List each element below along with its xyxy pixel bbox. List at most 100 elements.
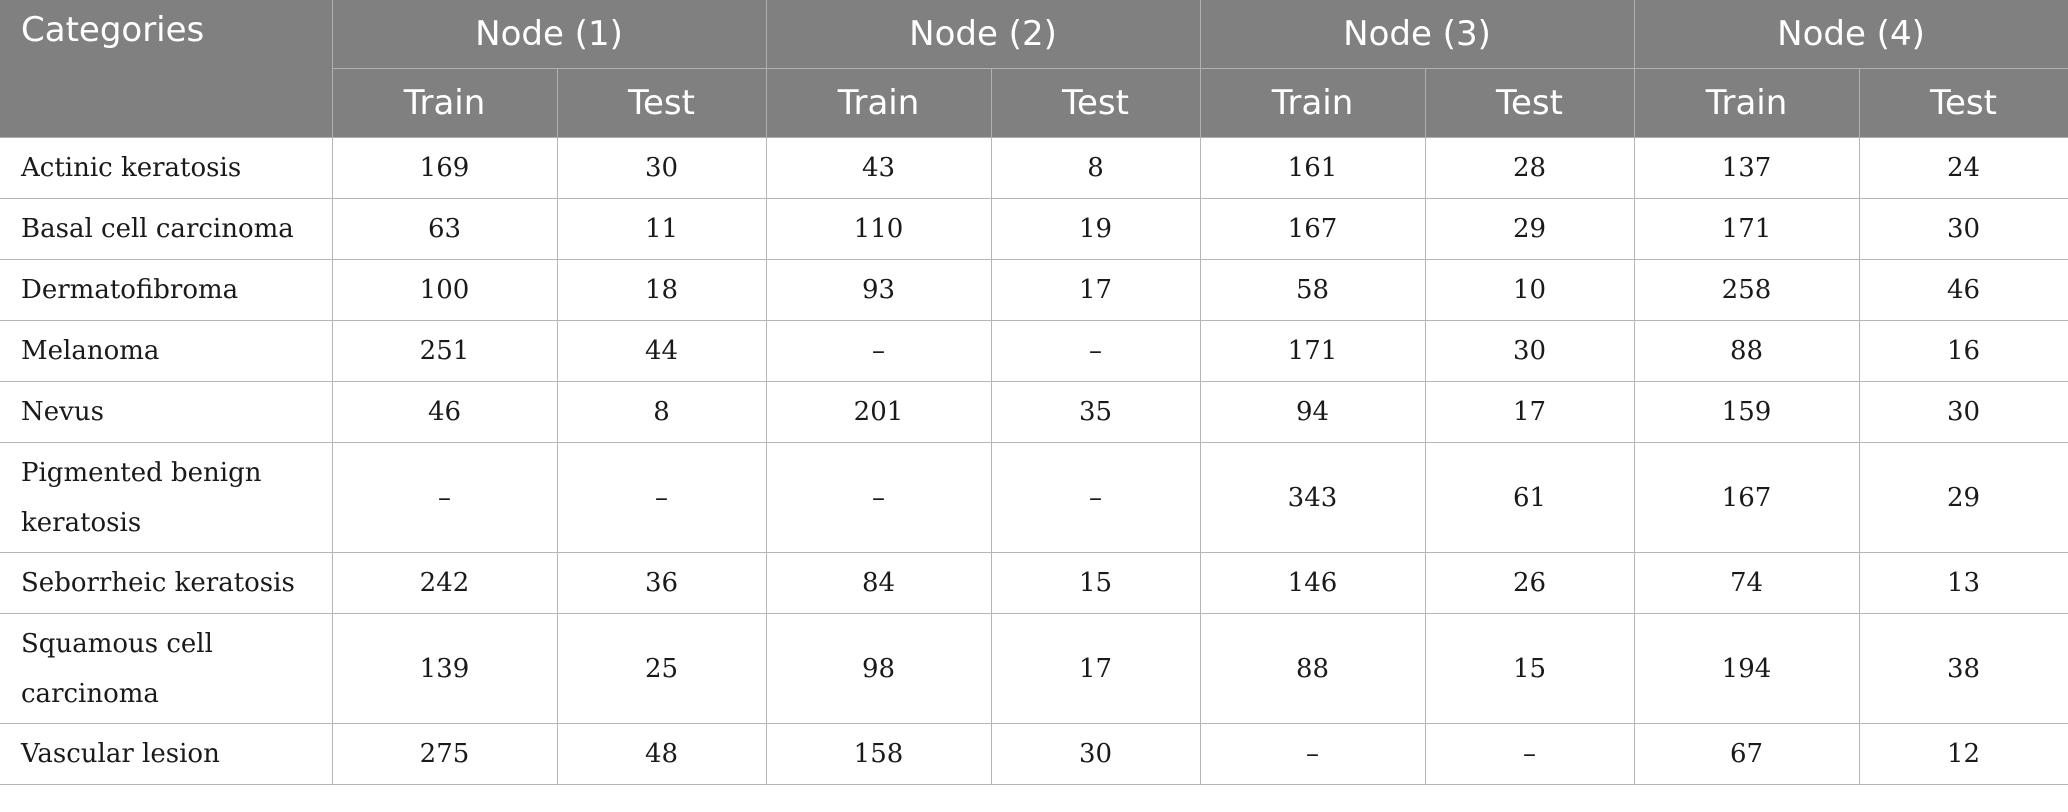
test-count-cell: 30 <box>1424 320 1635 382</box>
test-count-cell: 8 <box>990 137 1201 199</box>
test-count-cell: 13 <box>1858 552 2068 614</box>
test-count-cell: 15 <box>990 552 1201 614</box>
category-cell: Actinic keratosis <box>0 137 333 199</box>
subheader-train: Train <box>331 68 558 138</box>
train-count-cell: 110 <box>765 198 992 260</box>
train-count-cell: 171 <box>1633 198 1860 260</box>
train-count-cell: 275 <box>331 723 558 785</box>
test-count-cell: 29 <box>1424 198 1635 260</box>
train-count-cell: 88 <box>1633 320 1860 382</box>
test-count-cell: 28 <box>1424 137 1635 199</box>
train-count-cell: 161 <box>1199 137 1426 199</box>
data-table: Categories Node (1) Node (2) Node (3) No… <box>0 0 2068 785</box>
subheader-test: Test <box>990 68 1201 138</box>
category-cell: Seborrheic keratosis <box>0 552 333 614</box>
subheader-test: Test <box>1424 68 1635 138</box>
train-count-cell: 171 <box>1199 320 1426 382</box>
train-count-cell: – <box>1199 723 1426 785</box>
train-count-cell: 46 <box>331 381 558 443</box>
table-row: Nevus 46 8 201 35 94 17 159 30 <box>0 381 2068 443</box>
group-header-node-1: Node (1) <box>331 0 767 69</box>
test-count-cell: – <box>1424 723 1635 785</box>
table-row: Pigmented benign keratosis – – – –343 61 167 29 <box>0 442 2068 553</box>
test-count-cell: – <box>990 320 1201 382</box>
test-count-cell: 30 <box>1858 381 2068 443</box>
test-count-cell: 11 <box>556 198 767 260</box>
test-count-cell: 30 <box>990 723 1201 785</box>
test-count-cell: 16 <box>1858 320 2068 382</box>
test-count-cell: 15 <box>1424 613 1635 724</box>
train-count-cell: 146 <box>1199 552 1426 614</box>
test-count-cell: 25 <box>556 613 767 724</box>
table-row: Basal cell carcinoma 63 11 110 19 167 29 171 30 <box>0 198 2068 260</box>
table-row: Vascular lesion 275 48 158 30– –67 12 <box>0 723 2068 785</box>
header-row-subheaders: Train Test Train Test Train Test Train T… <box>0 68 2068 138</box>
train-count-cell: 74 <box>1633 552 1860 614</box>
train-count-cell: 88 <box>1199 613 1426 724</box>
category-cell: Melanoma <box>0 320 333 382</box>
train-count-cell: 93 <box>765 259 992 321</box>
header-row-groups: Categories Node (1) Node (2) Node (3) No… <box>0 0 2068 138</box>
test-count-cell: 38 <box>1858 613 2068 724</box>
train-count-cell: 167 <box>1199 198 1426 260</box>
train-count-cell: 251 <box>331 320 558 382</box>
test-count-cell: 17 <box>1424 381 1635 443</box>
train-count-cell: 84 <box>765 552 992 614</box>
category-cell: Dermatofibroma <box>0 259 333 321</box>
train-count-cell: – <box>331 442 558 553</box>
test-count-cell: 8 <box>556 381 767 443</box>
test-count-cell: 61 <box>1424 442 1635 553</box>
train-count-cell: 63 <box>331 198 558 260</box>
subheader-train: Train <box>765 68 992 138</box>
group-header-node-2: Node (2) <box>765 0 1201 69</box>
train-count-cell: 158 <box>765 723 992 785</box>
test-count-cell: 48 <box>556 723 767 785</box>
table-header: Categories Node (1) Node (2) Node (3) No… <box>0 0 2068 138</box>
test-count-cell: 17 <box>990 259 1201 321</box>
test-count-cell: 36 <box>556 552 767 614</box>
train-count-cell: 139 <box>331 613 558 724</box>
test-count-cell: 19 <box>990 198 1201 260</box>
test-count-cell: 44 <box>556 320 767 382</box>
train-count-cell: 94 <box>1199 381 1426 443</box>
test-count-cell: 17 <box>990 613 1201 724</box>
subheader-test: Test <box>1858 68 2068 138</box>
category-cell: Nevus <box>0 381 333 443</box>
train-count-cell: 201 <box>765 381 992 443</box>
train-count-cell: 100 <box>331 259 558 321</box>
table-row: Melanoma 251 44– –171 30 88 16 <box>0 320 2068 382</box>
train-count-cell: 67 <box>1633 723 1860 785</box>
test-count-cell: 30 <box>1858 198 2068 260</box>
train-count-cell: 98 <box>765 613 992 724</box>
test-count-cell: 26 <box>1424 552 1635 614</box>
test-count-cell: 30 <box>556 137 767 199</box>
category-cell: Vascular lesion <box>0 723 333 785</box>
train-count-cell: 169 <box>331 137 558 199</box>
train-count-cell: – <box>765 442 992 553</box>
group-header-node-4: Node (4) <box>1633 0 2068 69</box>
train-count-cell: 43 <box>765 137 992 199</box>
train-count-cell: 58 <box>1199 259 1426 321</box>
test-count-cell: 29 <box>1858 442 2068 553</box>
categories-header: Categories <box>0 0 333 138</box>
train-count-cell: 159 <box>1633 381 1860 443</box>
subheader-test: Test <box>556 68 767 138</box>
test-count-cell: 35 <box>990 381 1201 443</box>
test-count-cell: 24 <box>1858 137 2068 199</box>
category-cell: Squamous cell carcinoma <box>0 613 333 724</box>
train-count-cell: – <box>765 320 992 382</box>
test-count-cell: – <box>990 442 1201 553</box>
table-row: Squamous cell carcinoma 139 25 98 17 88 15 194 3… <box>0 613 2068 724</box>
table-body: Actinic keratosis 169 30 43 8 161 28 137 24 Basal… <box>0 137 2068 785</box>
category-cell: Pigmented benign keratosis <box>0 442 333 553</box>
category-cell: Basal cell carcinoma <box>0 198 333 260</box>
test-count-cell: 18 <box>556 259 767 321</box>
train-count-cell: 167 <box>1633 442 1860 553</box>
table-row: Seborrheic keratosis 242 36 84 15 146 26 74 13 <box>0 552 2068 614</box>
train-count-cell: 258 <box>1633 259 1860 321</box>
train-count-cell: 343 <box>1199 442 1426 553</box>
test-count-cell: – <box>556 442 767 553</box>
test-count-cell: 12 <box>1858 723 2068 785</box>
train-count-cell: 242 <box>331 552 558 614</box>
